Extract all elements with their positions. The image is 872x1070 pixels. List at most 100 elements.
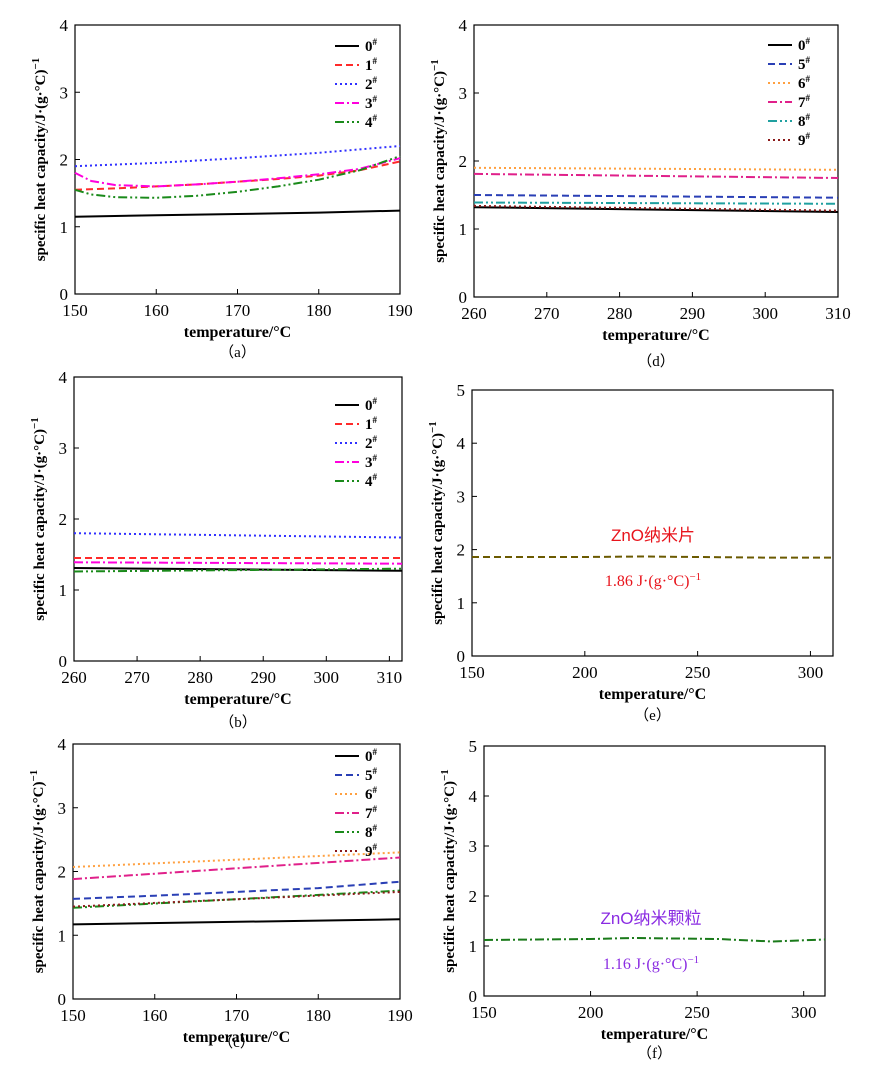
- x-tick-label: 300: [791, 1003, 817, 1022]
- x-tick-label: 270: [124, 668, 150, 687]
- plot-frame: [473, 24, 839, 298]
- annotation-title: ZnO纳米颗粒: [600, 909, 701, 928]
- y-tick-label: 4: [58, 735, 67, 754]
- legend-entry-superscript: #: [373, 766, 378, 776]
- series-line-3: [74, 157, 401, 188]
- y-axis-label-exponent: −1: [429, 59, 441, 71]
- x-axis-label: temperature/°C: [602, 327, 709, 344]
- x-tick-label: 160: [142, 1006, 168, 1025]
- y-axis-label: specific heat capacity/J·(g·°C)−1: [427, 421, 446, 625]
- legend-entry-superscript: #: [373, 747, 378, 757]
- y-tick-label: 3: [60, 83, 69, 102]
- legend-entry: 1#: [365, 56, 378, 74]
- y-axis-label-exponent: −1: [30, 58, 42, 70]
- panel-caption: （d）: [637, 353, 675, 370]
- x-axis-label: temperature/°C: [184, 324, 291, 341]
- legend-entry-superscript: #: [373, 75, 378, 85]
- series-line-9: [473, 204, 839, 212]
- y-tick-label: 4: [457, 434, 466, 453]
- x-tick-label: 170: [225, 301, 251, 320]
- y-tick-label: 0: [59, 652, 68, 671]
- series-line-4: [74, 155, 401, 199]
- series-line-7: [72, 856, 401, 881]
- legend-entry: 2#: [365, 75, 378, 93]
- legend-entry-superscript: #: [373, 94, 378, 104]
- panel-c: 0 1 2 3 4 150 160 170 180 190 temperature/°C specif…: [28, 735, 413, 1051]
- series-line-0: [72, 918, 401, 926]
- legend-entry: 6#: [798, 74, 811, 92]
- x-tick-label: 310: [825, 304, 851, 323]
- y-tick-label: 4: [469, 787, 478, 806]
- y-tick-label: 1: [459, 220, 468, 239]
- x-axis-label: temperature/°C: [601, 1026, 708, 1043]
- annotation-exponent: −1: [689, 571, 701, 583]
- y-tick-label: 3: [457, 487, 466, 506]
- x-axis-label: temperature/°C: [184, 691, 291, 708]
- x-tick-label: 300: [752, 304, 778, 323]
- legend-entry-superscript: #: [373, 37, 378, 47]
- series-line-2: [74, 145, 401, 168]
- x-tick-label: 180: [306, 301, 332, 320]
- x-tick-label: 160: [144, 301, 170, 320]
- y-tick-label: 1: [59, 581, 68, 600]
- legend-entry-superscript: #: [373, 453, 378, 463]
- x-tick-label: 250: [685, 663, 711, 682]
- legend-entry: 5#: [798, 55, 811, 73]
- legend-entry-superscript: #: [806, 55, 811, 65]
- x-tick-label: 300: [798, 663, 824, 682]
- y-tick-label: 2: [469, 887, 478, 906]
- series-line-8: [72, 889, 401, 909]
- y-axis-label: specific heat capacity/J·(g·°C)−1: [29, 417, 48, 621]
- legend-entry-superscript: #: [373, 113, 378, 123]
- panel-d: 0 1 2 3 4 260 270 280 290 300 310 temperature/°C spe…: [429, 16, 851, 370]
- legend-entry: 0#: [365, 37, 378, 55]
- series-line-0: [473, 206, 839, 213]
- x-tick-label: 260: [61, 668, 87, 687]
- annotation-title: ZnO纳米片: [611, 526, 695, 545]
- legend-entry: 8#: [798, 112, 811, 130]
- series-line-3: [73, 561, 403, 565]
- y-tick-label: 1: [58, 926, 67, 945]
- legend-entry: 0#: [798, 36, 811, 54]
- legend-entry: 7#: [365, 804, 378, 822]
- x-tick-label: 180: [306, 1006, 332, 1025]
- x-axis-label: temperature/°C: [599, 686, 706, 703]
- x-tick-label: 270: [534, 304, 560, 323]
- series-line-7: [473, 172, 839, 179]
- y-tick-label: 0: [457, 647, 466, 666]
- legend-entry: 0#: [365, 747, 378, 765]
- y-axis-label-exponent: −1: [427, 421, 439, 433]
- y-tick-label: 3: [59, 439, 68, 458]
- legend-entry: 3#: [365, 94, 378, 112]
- legend-entry: 1#: [365, 415, 378, 433]
- series-line-5: [72, 880, 401, 900]
- legend-entry: 9#: [365, 842, 378, 860]
- legend-entry-superscript: #: [373, 785, 378, 795]
- series-line-8: [473, 201, 839, 205]
- y-axis-label: specific heat capacity/J·(g·°C)−1: [28, 770, 47, 974]
- y-tick-label: 0: [58, 990, 67, 1009]
- y-axis-label: specific heat capacity/J·(g·°C)−1: [30, 58, 49, 262]
- annotation-exponent: −1: [687, 954, 699, 966]
- y-tick-label: 2: [60, 151, 69, 170]
- legend-entry-superscript: #: [373, 804, 378, 814]
- x-tick-label: 250: [684, 1003, 710, 1022]
- annotation-value: 1.16 J·(g·°C)−1: [603, 954, 699, 973]
- x-tick-label: 150: [62, 301, 88, 320]
- panel-f: 0 1 2 3 4 5 150 200 250 300 temperature/°C specific…: [439, 737, 826, 1062]
- y-tick-label: 3: [459, 84, 468, 103]
- legend-entry: 2#: [365, 434, 378, 452]
- y-axis-label: specific heat capacity/J·(g·°C)−1: [439, 769, 458, 973]
- plot-frame: [471, 389, 834, 657]
- legend-entry-superscript: #: [806, 93, 811, 103]
- panel-caption: （f）: [637, 1045, 672, 1062]
- y-tick-label: 2: [459, 152, 468, 171]
- legend-entry: 0#: [365, 396, 378, 414]
- panel-e: 0 1 2 3 4 5 150 200 250 300 temperature/°C specific…: [427, 381, 834, 724]
- x-tick-label: 310: [377, 668, 403, 687]
- y-tick-label: 3: [469, 837, 478, 856]
- y-tick-label: 3: [58, 799, 67, 818]
- legend-entry-superscript: #: [373, 415, 378, 425]
- y-tick-label: 4: [59, 368, 68, 387]
